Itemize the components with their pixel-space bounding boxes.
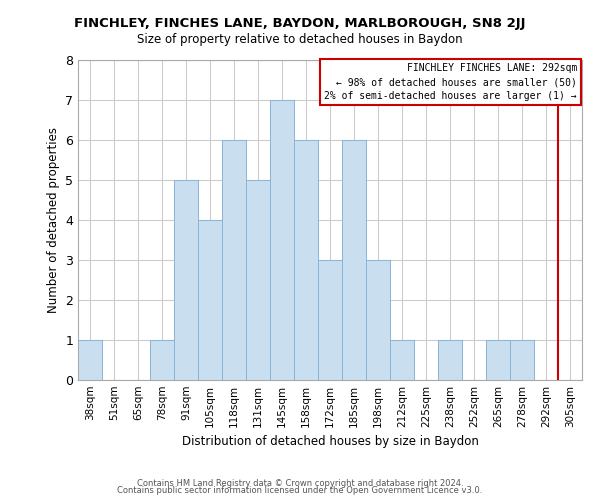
Bar bbox=[438, 340, 462, 380]
Bar bbox=[222, 140, 246, 380]
Bar bbox=[510, 340, 534, 380]
Bar bbox=[486, 340, 510, 380]
Bar bbox=[366, 260, 390, 380]
X-axis label: Distribution of detached houses by size in Baydon: Distribution of detached houses by size … bbox=[182, 436, 478, 448]
Bar bbox=[78, 340, 102, 380]
Text: Contains public sector information licensed under the Open Government Licence v3: Contains public sector information licen… bbox=[118, 486, 482, 495]
Text: FINCHLEY, FINCHES LANE, BAYDON, MARLBOROUGH, SN8 2JJ: FINCHLEY, FINCHES LANE, BAYDON, MARLBORO… bbox=[74, 18, 526, 30]
Bar bbox=[294, 140, 318, 380]
Text: Size of property relative to detached houses in Baydon: Size of property relative to detached ho… bbox=[137, 32, 463, 46]
Bar bbox=[318, 260, 342, 380]
Bar bbox=[342, 140, 366, 380]
Text: FINCHLEY FINCHES LANE: 292sqm
← 98% of detached houses are smaller (50)
2% of se: FINCHLEY FINCHES LANE: 292sqm ← 98% of d… bbox=[325, 63, 577, 101]
Bar bbox=[390, 340, 414, 380]
Bar bbox=[270, 100, 294, 380]
Bar bbox=[174, 180, 198, 380]
Bar bbox=[246, 180, 270, 380]
Text: Contains HM Land Registry data © Crown copyright and database right 2024.: Contains HM Land Registry data © Crown c… bbox=[137, 478, 463, 488]
Y-axis label: Number of detached properties: Number of detached properties bbox=[47, 127, 59, 313]
Bar bbox=[198, 220, 222, 380]
Bar bbox=[150, 340, 174, 380]
